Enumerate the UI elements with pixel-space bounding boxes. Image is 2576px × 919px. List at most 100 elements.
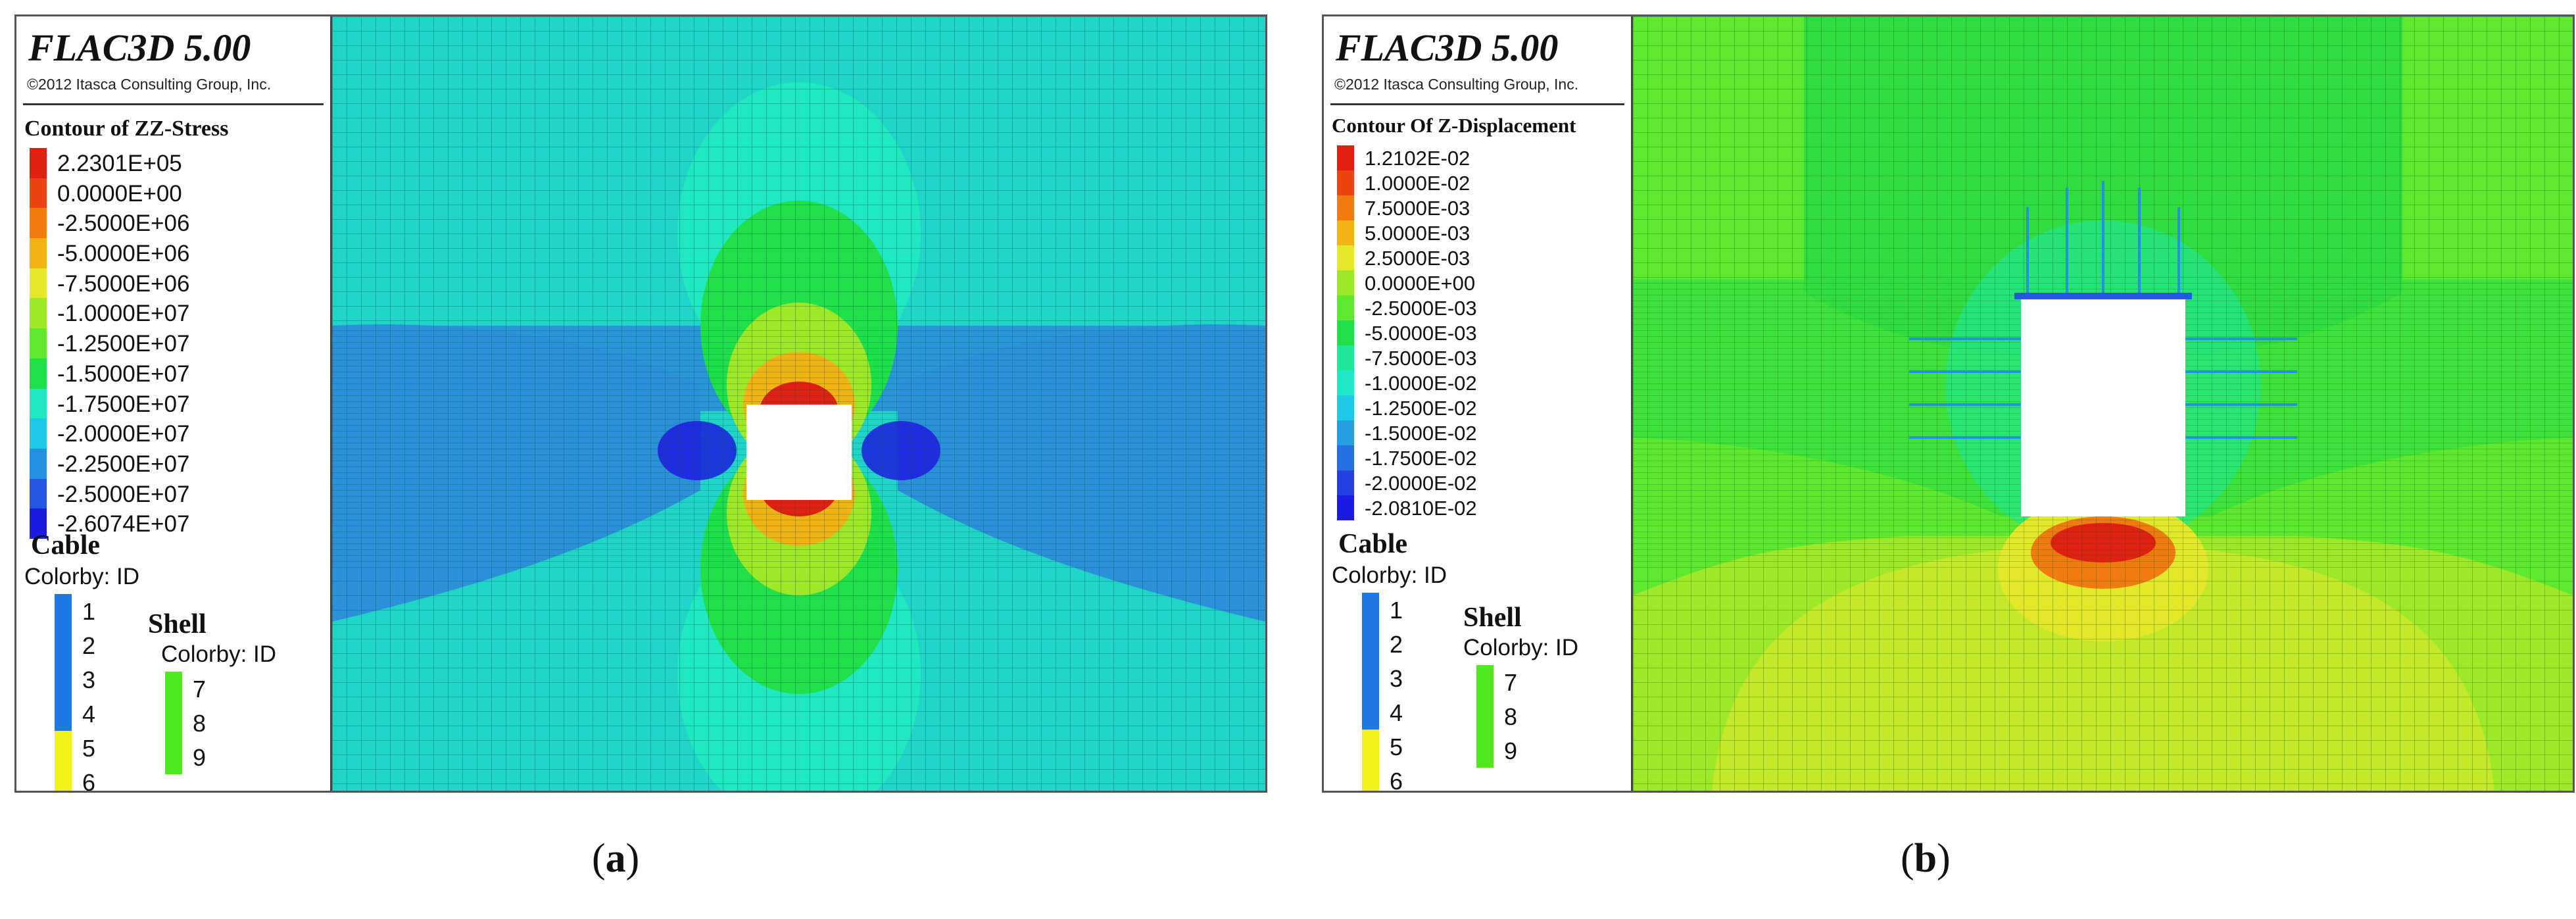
- scale-label: -2.6074E+07: [57, 511, 190, 537]
- cable-id-label: 4: [82, 701, 96, 728]
- roof-shell: [2014, 293, 2192, 299]
- legend-divider: [23, 103, 324, 105]
- shell-id-swatch: [1476, 665, 1494, 699]
- scale-swatch: [30, 509, 47, 539]
- scale-swatch: [30, 328, 47, 359]
- caption-a: (a): [592, 835, 639, 882]
- scale-swatch: [1337, 295, 1354, 320]
- scale-label: -1.7500E-02: [1365, 447, 1477, 470]
- cable-id-swatch: [55, 594, 72, 628]
- cable-id-swatch: [1362, 764, 1379, 791]
- shell-legend-title: Shell: [148, 609, 207, 639]
- scale-label: 7.5000E-03: [1365, 197, 1470, 220]
- scale-swatch: [1337, 245, 1354, 270]
- scale-label: -2.5000E-03: [1365, 297, 1477, 320]
- scale-label: 1.2102E-02: [1365, 147, 1470, 170]
- scale-label: -7.5000E+06: [57, 270, 190, 297]
- scale-label: 5.0000E-03: [1365, 222, 1470, 245]
- cable-id-swatch: [55, 765, 72, 791]
- shell-id-label: 9: [1504, 737, 1518, 764]
- cable-id-swatch: [1362, 661, 1379, 695]
- cable-colorby: Colorby: ID: [24, 564, 140, 589]
- scale-swatch: [1337, 170, 1354, 195]
- shell-id-label: 8: [1504, 703, 1518, 730]
- scale-swatch: [1337, 495, 1354, 520]
- cable-id-label: 4: [1390, 699, 1403, 726]
- z-displacement-contour-svg: [1633, 16, 2573, 791]
- cable-id-label: 2: [82, 632, 96, 659]
- cable-id-swatch: [1362, 627, 1379, 661]
- shell-legend-title: Shell: [1463, 603, 1522, 633]
- scale-label: -2.0000E-02: [1365, 472, 1477, 495]
- scale-swatch: [30, 208, 47, 239]
- cable-id-swatch: [1362, 730, 1379, 764]
- caption-open-paren: (: [1901, 836, 1914, 881]
- scale-label: -1.2500E-02: [1365, 397, 1477, 420]
- figure-panel-b: FLAC3D 5.00 ©2012 Itasca Consulting Grou…: [1322, 14, 2575, 793]
- cable-id-label: 1: [1390, 597, 1403, 624]
- shell-id-swatch: [165, 740, 182, 774]
- shell-id-swatch: [165, 706, 182, 740]
- scale-swatch: [30, 298, 47, 329]
- shell-id-label: 9: [193, 744, 207, 771]
- legend-panel-a: FLAC3D 5.00 ©2012 Itasca Consulting Grou…: [16, 16, 332, 791]
- caption-close-paren: ): [625, 836, 640, 881]
- scale-swatch: [30, 388, 47, 419]
- scale-swatch: [1337, 145, 1354, 170]
- caption-letter: a: [605, 836, 626, 881]
- roadway-opening: [746, 405, 852, 500]
- scale-label: -2.0000E+07: [57, 421, 190, 447]
- cable-id-label: 6: [1390, 768, 1403, 793]
- app-title: FLAC3D 5.00: [1336, 26, 1559, 69]
- contour-plot-a: [332, 16, 1265, 791]
- scale-label: -7.5000E-03: [1365, 347, 1477, 370]
- scale-swatch: [1337, 395, 1354, 420]
- cable-id-label: 2: [1390, 631, 1403, 658]
- scale-swatch: [30, 148, 47, 178]
- scale-swatch: [1337, 445, 1354, 470]
- contour-plot-b: [1633, 16, 2573, 791]
- copyright-text: ©2012 Itasca Consulting Group, Inc.: [1334, 76, 1579, 93]
- scale-swatch: [1337, 420, 1354, 445]
- legend-divider: [1330, 103, 1624, 105]
- scale-label: -1.0000E+07: [57, 301, 190, 327]
- shell-id-label: 7: [193, 676, 207, 703]
- scale-label: -1.2500E+07: [57, 331, 190, 357]
- scale-swatch: [30, 478, 47, 509]
- zz-stress-contour-svg: [332, 16, 1265, 791]
- cable-id-swatch: [55, 697, 72, 731]
- scale-swatch: [30, 418, 47, 449]
- scale-label: 0.0000E+00: [57, 180, 182, 207]
- cable-id-label: 5: [82, 735, 96, 762]
- scale-swatch: [1337, 270, 1354, 295]
- mesh-grid-bottom: [1633, 569, 2573, 791]
- cable-legend-title: Cable: [31, 530, 100, 560]
- cable-colorby: Colorby: ID: [1332, 562, 1447, 588]
- caption-open-paren: (: [592, 836, 606, 881]
- scale-label: -1.5000E+07: [57, 360, 190, 387]
- cable-id-swatch: [55, 628, 72, 662]
- figure-panel-a: FLAC3D 5.00 ©2012 Itasca Consulting Grou…: [14, 14, 1267, 793]
- scale-label: -2.5000E+07: [57, 481, 190, 507]
- cable-id-swatch: [55, 731, 72, 765]
- cable-id-label: 3: [82, 666, 96, 693]
- mesh-grid-bottom: [332, 569, 1265, 791]
- copyright-text: ©2012 Itasca Consulting Group, Inc.: [27, 76, 272, 93]
- caption-b: (b): [1901, 835, 1951, 882]
- cable-id-swatch: [1362, 593, 1379, 627]
- scale-label: 2.2301E+05: [57, 151, 182, 176]
- scale-label: -2.2500E+07: [57, 451, 190, 477]
- scale-swatch: [30, 358, 47, 389]
- shell-id-label: 7: [1504, 669, 1518, 696]
- cable-id-label: 1: [82, 598, 96, 625]
- contour-title: Contour Of Z-Displacement: [1332, 114, 1576, 137]
- scale-label: -2.5000E+06: [57, 211, 190, 237]
- cable-bolts: [1909, 181, 2297, 439]
- scale-swatch: [1337, 345, 1354, 370]
- scale-label: -1.0000E-02: [1365, 372, 1477, 395]
- cable-id-swatch: [1362, 695, 1379, 730]
- scale-swatch: [30, 178, 47, 209]
- shell-id-swatch: [1476, 699, 1494, 733]
- scale-swatch: [1337, 320, 1354, 345]
- scale-swatch: [30, 448, 47, 479]
